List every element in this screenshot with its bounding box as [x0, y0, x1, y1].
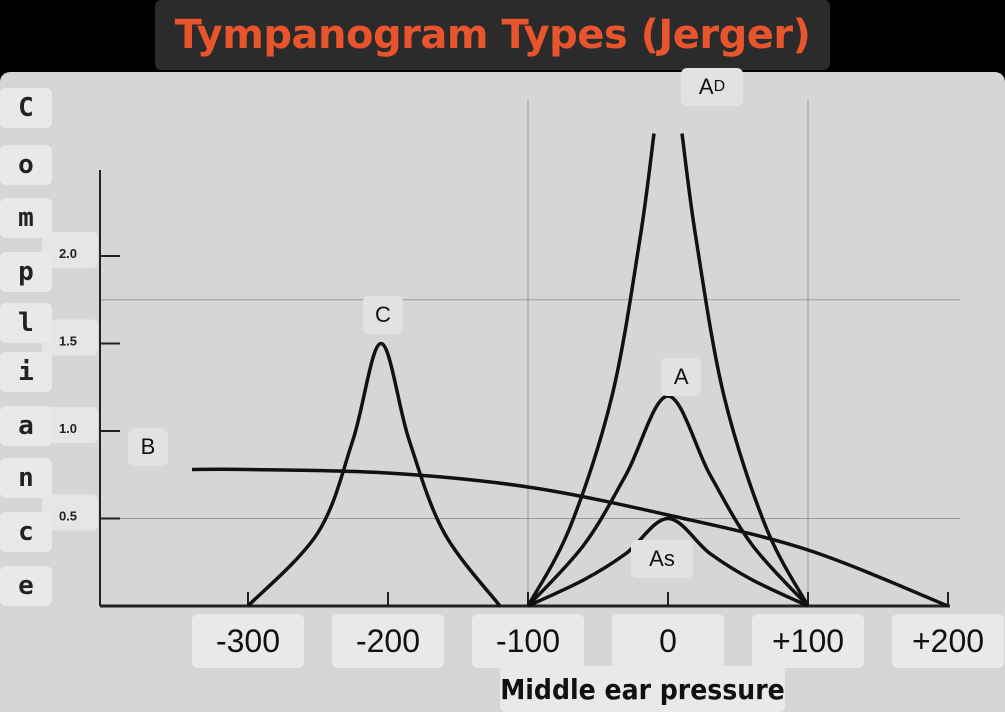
series-line-a	[526, 394, 810, 608]
chart-title-box: Tympanogram Types (Jerger)	[155, 0, 830, 70]
x-tick-label: 0	[612, 614, 724, 668]
series-label-c: C	[363, 296, 403, 334]
y-tick-label: 0.5	[59, 509, 77, 524]
series-line-c	[246, 341, 502, 608]
x-tick-label: -300	[192, 614, 304, 668]
series-line-ad-right	[680, 133, 810, 607]
y-tick-label-bg	[42, 232, 98, 268]
series-line-ad-left	[526, 133, 656, 607]
y-tick-label: 1.5	[59, 334, 77, 349]
series-label-sub: D	[713, 78, 726, 95]
x-tick-label: -100	[472, 614, 584, 668]
series-label-sub: s	[663, 546, 675, 571]
y-axis-label-letter: c	[0, 512, 52, 552]
series-label-a: A	[661, 358, 702, 396]
y-axis-label-letter: p	[0, 252, 52, 292]
series-layer	[191, 133, 949, 608]
series-label-b: B	[128, 428, 168, 466]
x-tick-label: +100	[752, 614, 864, 668]
series-line-b	[191, 467, 949, 608]
y-axis-label-letter: i	[0, 352, 52, 392]
x-tick-label: -200	[332, 614, 444, 668]
chart-title: Tympanogram Types (Jerger)	[174, 12, 811, 58]
y-axis-label-letter: C	[0, 88, 52, 128]
y-axis-label-letter: a	[0, 406, 52, 446]
y-tick-label-bg	[42, 319, 98, 356]
y-axis-label-letter: n	[0, 458, 52, 498]
y-tick-label-bg	[42, 494, 98, 531]
y-tick-label: 2.0	[59, 246, 77, 261]
y-axis-label-letter: m	[0, 198, 52, 238]
series-line-as	[527, 516, 809, 608]
axis-layer: 0.5 1.0 1.5 2.0	[42, 170, 950, 608]
series-label-main: A	[649, 546, 664, 571]
y-tick-label: 1.0	[59, 421, 77, 436]
series-label-main: A	[698, 74, 714, 99]
y-tick-label-bg	[42, 407, 98, 443]
x-tick-label: +200	[892, 614, 1004, 668]
x-axis-label: Middle ear pressure	[500, 666, 785, 712]
y-axis-label-letter: e	[0, 566, 52, 606]
grid-layer	[100, 100, 960, 606]
y-axis-label-letter: l	[0, 303, 52, 343]
y-axis-label-letter: o	[0, 145, 52, 185]
